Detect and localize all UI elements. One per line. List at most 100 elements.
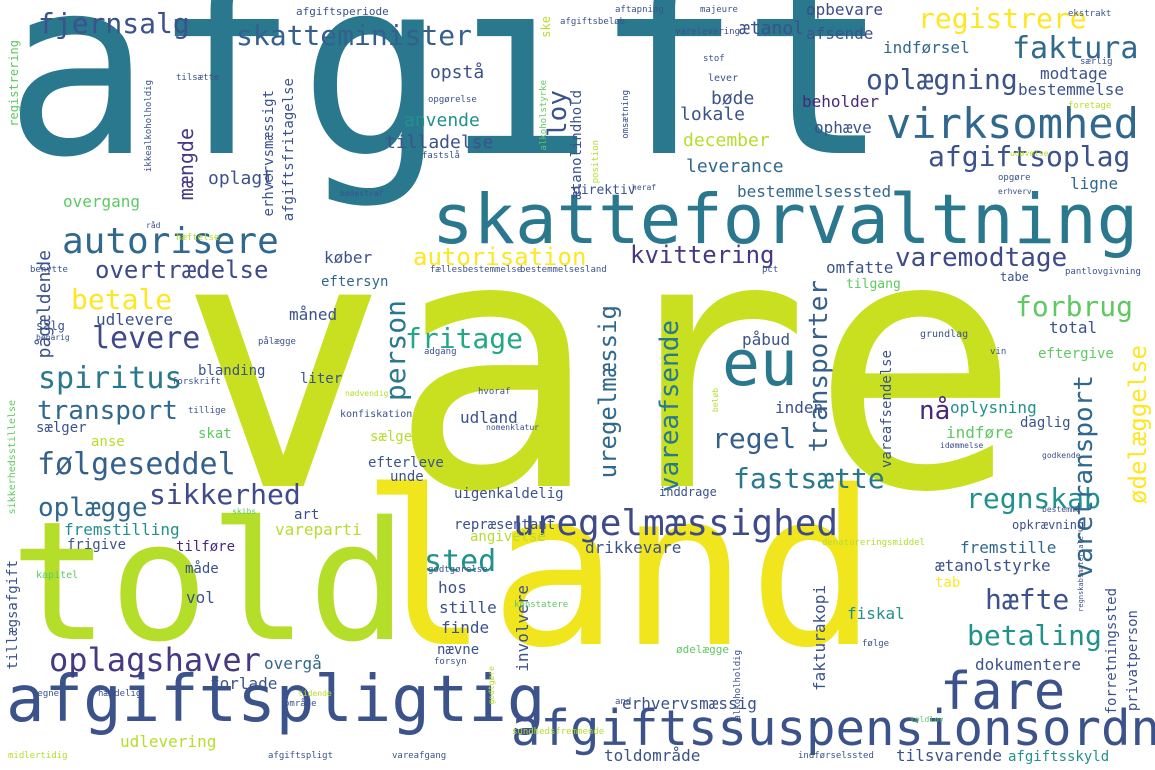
word-beholder: beholder: [802, 92, 880, 111]
word-uregelmaessig: uregelmæssig: [594, 305, 622, 479]
word-total: total: [1049, 318, 1098, 337]
word-fakturakopi: fakturakopi: [810, 585, 829, 691]
word-daglig: daglig: [1020, 415, 1071, 431]
word-opstaa: opstå: [430, 62, 485, 83]
word-afgiftspligt: afgiftspligt: [268, 751, 334, 761]
word-registrere: registrere: [918, 2, 1087, 35]
word-registrering: registrering: [7, 40, 21, 127]
word-privatperson: privatperson: [1125, 610, 1141, 712]
word-vareparti: vareparti: [275, 520, 362, 539]
word-regnskabsmateriale: regnskabsmateriale: [1077, 536, 1085, 612]
word-eu: eu: [722, 327, 798, 400]
word-maengde: mængde: [174, 128, 198, 201]
word-ekstrakt: ekstrakt: [1068, 9, 1112, 19]
word-grundlag: grundlag: [920, 329, 969, 340]
word-fastsaette: fastsætte: [733, 462, 885, 495]
word-foelgeseddel: følgeseddel: [37, 447, 236, 482]
word-afgiftsskyld: afgiftsskyld: [1008, 749, 1110, 765]
word-anvende: anvende: [404, 110, 480, 131]
word-tab: tab: [935, 575, 961, 591]
word-saelge: sælge: [370, 429, 413, 445]
word-virksomhed: virksomhed: [886, 99, 1139, 148]
word-art: art: [294, 507, 320, 523]
word-forskrift: forskrift: [172, 377, 221, 387]
word-benytte: benytte: [30, 265, 68, 275]
word-faellesbestemmelse: fællesbestemmelse: [430, 265, 523, 275]
word-afgiftssuspensionsordning: afgiftssuspensionsordning: [511, 700, 1155, 757]
word-alkoholstyrke: alkoholstyrke: [539, 80, 549, 151]
word-bestemme: bestemme: [1042, 505, 1081, 514]
word-pantlovgivning: pantlovgivning: [1065, 267, 1141, 277]
word-tillige: tillige: [188, 406, 226, 416]
word-oplaegge: oplægge: [38, 493, 148, 523]
word-skat: skat: [198, 426, 232, 442]
word-forbrug: forbrug: [1015, 290, 1134, 323]
word-spiritus: spiritus: [38, 361, 183, 396]
word-fritage: fritage: [405, 322, 524, 355]
word-bestemmelsessted: bestemmelsessted: [737, 182, 892, 201]
word-lokale: lokale: [680, 104, 746, 125]
word-oedelaeggelse: ødelæggelse: [1124, 345, 1152, 504]
word-betale: betale: [71, 283, 173, 316]
word-paabud: påbud: [742, 330, 791, 349]
word-tilsvarende: tilsvarende: [896, 746, 1002, 765]
word-konstatere: konstatere: [514, 600, 569, 610]
word-kvittering: kvittering: [630, 241, 775, 269]
word-ligne: ligne: [1070, 174, 1119, 193]
word-majeure: majeure: [700, 5, 738, 15]
word-varemodtage: varemodtage: [895, 243, 1068, 273]
word-tabe: tabe: [1000, 270, 1029, 284]
word-bestemmelse: bestemmelse: [1018, 80, 1124, 99]
word-foelge: følge: [862, 639, 890, 649]
word-heraf: heraf: [632, 183, 657, 192]
word-oplagt: oplagt: [208, 168, 274, 189]
word-udlevering: udlevering: [120, 732, 217, 751]
word-saelger: sælger: [36, 420, 87, 436]
word-ske: ske: [539, 16, 553, 38]
word-tillaegsafgift: tillægsafgift: [5, 560, 21, 670]
word-forretningssted: forretningssted: [1104, 588, 1120, 715]
word-sundhedsfremmende: sundhedsfremmende: [512, 727, 605, 737]
word-denatureringsmiddel: denatureringsmiddel: [822, 538, 925, 548]
word-vareafsendelse: vareafsendelse: [879, 350, 895, 469]
word-godtgoere: godtgøre: [487, 666, 496, 705]
word-inddrage: inddrage: [659, 485, 717, 499]
word-beloeb: beløb: [711, 388, 720, 413]
word-oplaegning: oplægning: [866, 63, 1018, 96]
word-adgang: adgang: [424, 347, 457, 357]
word-tilsaette: tilsætte: [176, 73, 220, 83]
word-tilgang: tilgang: [846, 277, 901, 292]
word-vareafgang: vareafgang: [392, 751, 447, 761]
word-beharig: beharig: [36, 333, 70, 342]
word-naevne: nævne: [437, 642, 480, 658]
word-varelevering: varelevering: [675, 27, 741, 37]
word-oedelaegge: ødelægge: [676, 643, 729, 656]
word-aftapning: aftapning: [615, 5, 664, 15]
word-maaned: måned: [289, 305, 338, 324]
word-noedvendig: nødvendig: [345, 389, 389, 398]
word-overgaa: overgå: [264, 654, 322, 673]
word-indfoersel: indførsel: [883, 38, 970, 57]
word-fjernsalg: fjernsalg: [38, 7, 190, 40]
word-maade: måde: [185, 561, 219, 577]
word-stof: stof: [703, 54, 725, 64]
word-transport: transport: [37, 396, 178, 426]
word-oplysning: oplysning: [950, 398, 1037, 417]
word-hvoraf: hvoraf: [478, 387, 511, 397]
word-afgiftsfritagelse: afgiftsfritagelse: [281, 78, 297, 222]
word-position: position: [591, 140, 601, 184]
word-omraade: område: [284, 699, 317, 709]
word-overgang: overgang: [63, 192, 141, 211]
word-ikkealkoholholdig: ikkealkoholholdig: [144, 80, 154, 173]
word-afgiftspligtig: afgiftspligtig: [6, 663, 546, 737]
word-uigenkaldelig: uigenkaldelig: [454, 486, 564, 502]
word-unde: unde: [390, 469, 424, 485]
word-toldomraade: toldområde: [604, 746, 701, 765]
word-uregelmaessighed: uregelmæssighed: [513, 503, 839, 544]
word-aetanol: ætanol: [739, 18, 805, 39]
word-udoevelse: udøvelse: [1010, 149, 1049, 158]
word-skatteminister: skatteminister: [236, 19, 473, 52]
word-leverance: leverance: [686, 156, 784, 177]
word-opgoerelse: opgørelse: [428, 95, 477, 105]
